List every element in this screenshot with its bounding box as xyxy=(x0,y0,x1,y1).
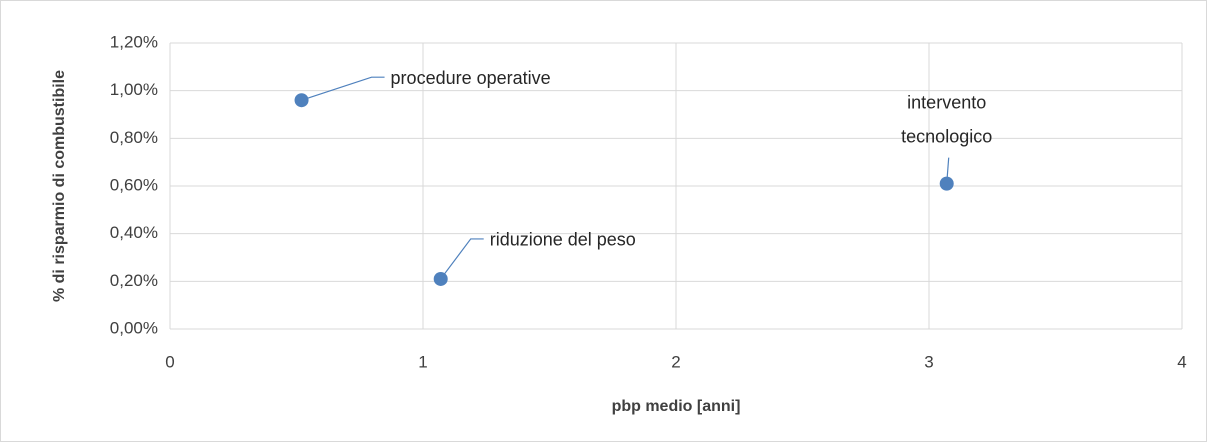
x-tick-label: 4 xyxy=(1177,352,1186,371)
point-label: riduzione del peso xyxy=(490,230,636,250)
y-tick-label: 0,20% xyxy=(110,271,158,290)
leader-line xyxy=(440,238,484,280)
point xyxy=(433,271,448,286)
x-tick-label: 3 xyxy=(924,352,933,371)
point xyxy=(939,176,954,191)
x-axis-title: pbp medio [anni] xyxy=(612,398,741,415)
leader-line xyxy=(301,76,385,101)
y-tick-label: 1,20% xyxy=(110,32,158,51)
y-tick-label: 0,80% xyxy=(110,128,158,147)
x-tick-label: 0 xyxy=(165,352,174,371)
x-tick-label: 2 xyxy=(671,352,680,371)
y-axis-title: % di risparmio di combustibile xyxy=(51,70,68,302)
point-label: intervento xyxy=(907,92,986,112)
point-label: tecnologico xyxy=(901,126,992,146)
y-tick-label: 0,40% xyxy=(110,223,158,242)
y-tick-label: 1,00% xyxy=(110,80,158,99)
x-tick-label: 1 xyxy=(418,352,427,371)
point-label: procedure operative xyxy=(391,68,551,88)
point xyxy=(294,93,309,108)
y-tick-label: 0,60% xyxy=(110,175,158,194)
y-tick-label: 0,00% xyxy=(110,318,158,337)
